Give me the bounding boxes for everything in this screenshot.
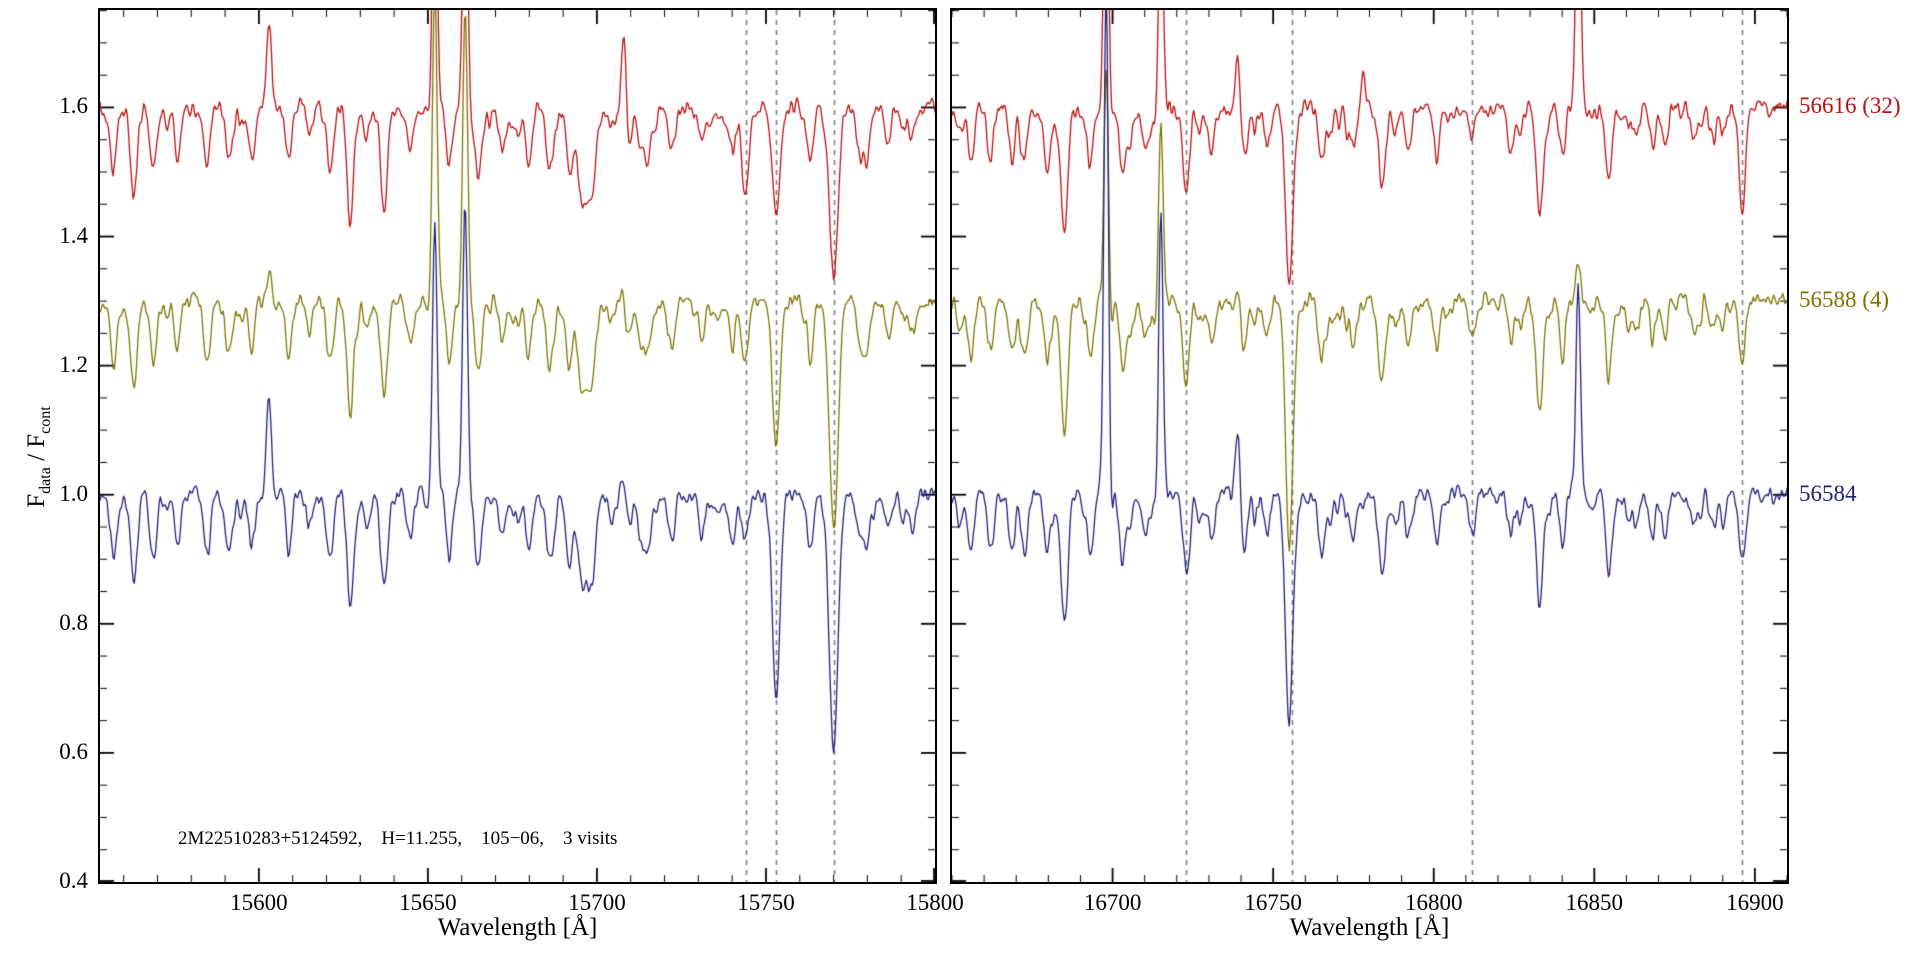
spectra-panel-left xyxy=(98,8,937,884)
x-tick-label: 16900 xyxy=(1726,890,1784,915)
y-tick-label: 0.4 xyxy=(59,868,88,893)
x-tick-label: 15650 xyxy=(399,890,457,915)
x-tick-label: 15750 xyxy=(737,890,795,915)
ylabel-base-2: / F xyxy=(23,433,50,468)
series-label-visit-56588: 56588 (4) xyxy=(1799,287,1890,313)
y-tick-label: 1.4 xyxy=(59,222,88,248)
x-tick-label: 16850 xyxy=(1565,890,1624,915)
x-axis-label-left: Wavelength [Å] xyxy=(437,914,598,941)
ylabel-sub-data: data xyxy=(37,467,54,494)
ylabel-sub-cont: cont xyxy=(37,406,54,434)
spectra-canvas-right xyxy=(952,10,1787,882)
y-tick-label: 0.8 xyxy=(59,609,88,635)
x-axis-label-right: Wavelength [Å] xyxy=(1289,914,1450,941)
series-label-visit-56616: 56616 (32) xyxy=(1799,93,1901,119)
series-label-visit-56584: 56584 xyxy=(1799,480,1857,506)
y-tick-label: 0.6 xyxy=(59,738,88,764)
x-tick-label: 16750 xyxy=(1244,890,1302,915)
x-tick-label: 16700 xyxy=(1083,890,1142,915)
x-tick-label: 16800 xyxy=(1404,890,1463,915)
spectra-canvas-left xyxy=(100,10,935,882)
spectra-panel-right xyxy=(950,8,1789,884)
x-tick-label: 15600 xyxy=(230,890,288,915)
x-tick-label: 15700 xyxy=(568,890,626,915)
x-tick-label: 15800 xyxy=(906,890,964,915)
ylabel-base-1: F xyxy=(23,493,50,508)
target-annotation: 2M22510283+5124592, H=11.255, 105−06, 3 … xyxy=(178,828,618,849)
y-tick-label: 1.6 xyxy=(59,93,88,119)
y-axis-label: Fdata / Fcont xyxy=(23,347,54,567)
